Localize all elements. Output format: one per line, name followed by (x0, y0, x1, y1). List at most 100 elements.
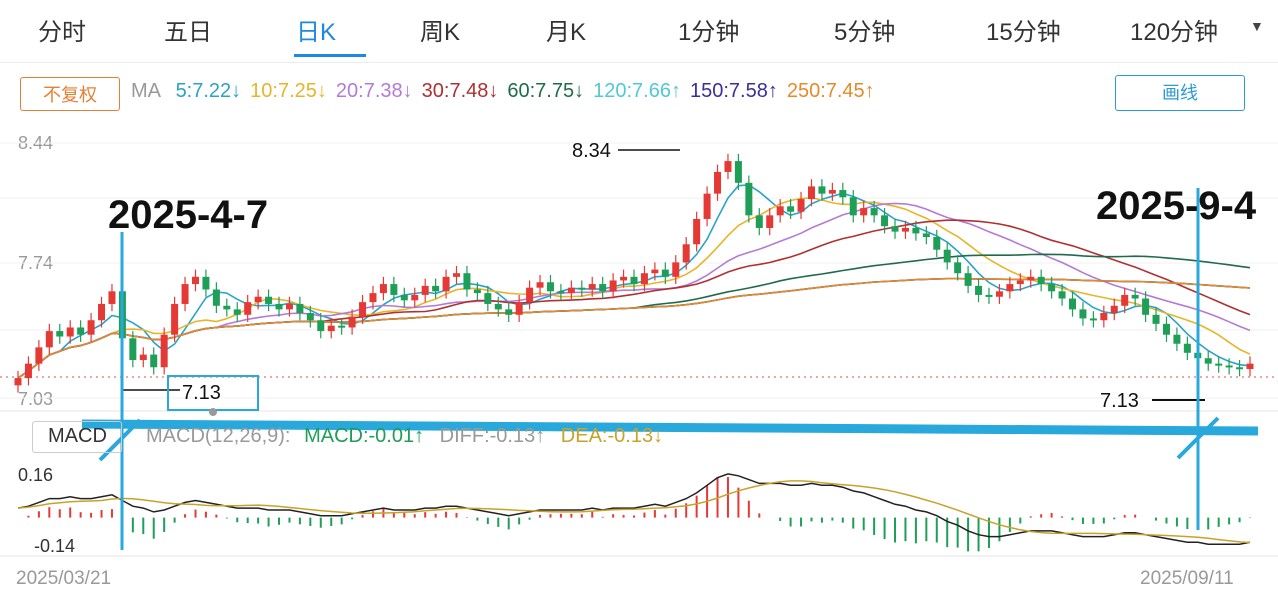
candle-body (505, 309, 513, 315)
candle-body (609, 280, 617, 292)
candle-body (1204, 358, 1212, 364)
candle-body (1027, 276, 1035, 281)
annotation-date-left: 2025-4-7 (108, 193, 269, 237)
candle-body (275, 303, 283, 310)
candle-body (640, 273, 648, 285)
candle-body (1037, 276, 1045, 285)
candle-body (1131, 294, 1139, 299)
candle-body (849, 197, 857, 216)
candle-body (171, 303, 179, 335)
candle-body (745, 182, 753, 216)
tab-15min[interactable]: 15分钟 (986, 19, 1061, 46)
candle-body (954, 262, 962, 274)
draw-line-button[interactable]: 画线 (1115, 75, 1245, 111)
candle-body (484, 293, 492, 304)
candle-body (390, 284, 398, 295)
candle-body (703, 193, 711, 219)
high-price-label: 8.34 (572, 140, 611, 162)
candle-body (526, 287, 534, 303)
candle-body (776, 206, 784, 216)
candle-body (463, 273, 471, 290)
ma-label: MA (131, 80, 161, 102)
tab-1min[interactable]: 1分钟 (678, 19, 740, 46)
candle-body (317, 320, 325, 332)
tab-120min[interactable]: 120分钟 (1130, 19, 1219, 46)
candle-body (1121, 294, 1129, 306)
tab-daily-k[interactable]: 日K (296, 19, 337, 46)
ma-item: 250:7.45↑ (786, 80, 875, 102)
macd-indicator-selector[interactable] (32, 421, 122, 453)
candle-body (45, 331, 53, 348)
candle-body (285, 303, 293, 310)
candle-body (1100, 313, 1108, 321)
annotation-hline (81, 419, 1259, 436)
candle-body (453, 273, 461, 277)
annotation-date-right: 2025-9-4 (1096, 184, 1257, 228)
diff-value: DIFF:-0.13↑ (439, 425, 546, 447)
dropdown-triangle-icon[interactable]: ▼ (1250, 18, 1264, 34)
candle-body (943, 249, 951, 263)
candle-body (379, 284, 387, 294)
low-price-label-left: 7.13 (182, 382, 221, 404)
candle-body (734, 161, 742, 183)
macd-y-bottom: -0.14 (34, 536, 76, 556)
candle-body (77, 327, 85, 335)
tab-weekly-k[interactable]: 周K (420, 19, 461, 46)
dea-line (17, 480, 1251, 544)
candle-body (766, 215, 774, 228)
candle-body (1048, 284, 1056, 292)
adjust-type-button[interactable]: 不复权 (20, 77, 120, 111)
macd-title: MACD (48, 425, 107, 447)
ma-item: 10:7.25↓ (250, 80, 327, 102)
candle-body (1006, 284, 1014, 292)
ma-values: 5:7.22↓ 10:7.25↓ 20:7.38↓ 30:7.48↓ 60:7.75↓ 1… (176, 80, 884, 102)
ma-item: 5:7.22↓ (175, 80, 242, 102)
ma-item: 30:7.48↓ (421, 80, 499, 102)
candle-body (964, 273, 972, 286)
candle-body (327, 325, 335, 332)
tab-intraday[interactable]: 分时 (38, 19, 86, 46)
macd-y-top: 0.16 (18, 465, 54, 485)
macd-legend: MACD(12,26,9): MACD:-0.01↑ DIFF:-0.13↑ D… (146, 425, 663, 448)
candle-body (599, 284, 607, 292)
candle-body (1183, 343, 1191, 353)
candle-body (755, 215, 763, 228)
candle-body (1173, 334, 1181, 344)
candle-body (494, 303, 502, 310)
candle-body (578, 287, 586, 290)
candle-body (296, 303, 304, 313)
candle-body (714, 171, 722, 194)
candle-body (348, 316, 356, 328)
tab-monthly-k[interactable]: 月K (546, 19, 587, 46)
candle-body (839, 190, 847, 198)
candle-body (912, 228, 920, 234)
candle-body (369, 293, 377, 303)
candle-body (515, 302, 523, 315)
candle-body (567, 287, 575, 294)
candle-body (233, 309, 241, 315)
candle-body (661, 269, 669, 277)
annotation-slash (98, 418, 142, 462)
candle-body (693, 218, 701, 245)
candle-body (400, 294, 408, 301)
period-tabs: 分时 五日 日K 周K 月K 1分钟 5分钟 15分钟 120分钟 ▼ (0, 0, 1278, 58)
ma-item: 150:7.58↑ (689, 80, 778, 102)
tab-five-day[interactable]: 五日 (164, 19, 212, 46)
ma-item: 20:7.38↓ (335, 80, 413, 102)
candle-body (306, 313, 314, 321)
candle-body (87, 320, 95, 335)
annotation-slash (1176, 416, 1220, 460)
candle-body (985, 294, 993, 297)
tab-5min[interactable]: 5分钟 (834, 19, 896, 46)
candle-body (212, 289, 220, 306)
candle-body (421, 285, 429, 295)
candle-body (922, 233, 930, 238)
candle-body (150, 354, 158, 368)
candle-body (265, 296, 273, 304)
candle-body (797, 199, 805, 212)
candle-body (98, 303, 106, 321)
candle-body (672, 262, 680, 277)
candle-body (630, 276, 638, 285)
candle-body (202, 276, 210, 290)
